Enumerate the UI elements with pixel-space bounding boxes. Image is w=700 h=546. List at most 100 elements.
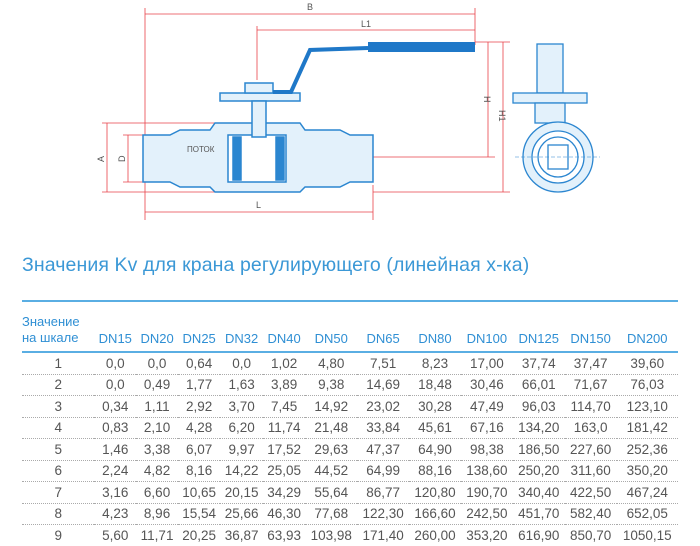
kv-cell: 98,38 [460,438,513,461]
kv-cell: 3,38 [136,438,178,461]
kv-cell: 6,07 [177,438,221,461]
column-header: DN50 [305,301,358,353]
kv-cell: 44,52 [305,460,358,482]
table-row: 7 3,16 6,60 10,65 20,15 34,29 55,64 86,77 120,80… [22,481,678,504]
scale-value-cell: 9 [54,527,62,543]
kv-cell: 0,0 [94,352,137,375]
column-header: DN125 [512,301,565,353]
kv-cell: 37,74 [512,352,565,375]
kv-cell: 616,90 [518,527,560,543]
kv-cell: 3,16 [94,481,137,504]
kv-cell: 3,70 [220,395,263,418]
kv-cell: 47,37 [357,438,410,461]
kv-cell: 114,70 [564,395,617,418]
kv-cell: 46,30 [262,503,306,525]
table-row: 6 2,24 4,82 8,16 14,22 25,05 44,52 64,99 88,16 13… [22,460,678,482]
kv-cell: 190,70 [460,481,513,504]
kv-cell: 1,46 [94,438,137,461]
kv-cell: 652,05 [616,503,678,525]
kv-cell: 18,48 [409,374,461,396]
kv-cell: 30,28 [409,395,461,418]
column-header: DN150 [564,301,617,353]
kv-cell: 7,45 [262,395,306,418]
scale-value-cell: 4 [22,417,95,439]
kv-cell: 850,70 [569,527,612,543]
scale-value-cell: 2 [22,374,95,396]
kv-cell: 10,65 [177,481,221,504]
column-header: DN200 [616,301,678,353]
dim-label-l: L [256,200,261,210]
kv-cell: 0,49 [136,374,178,396]
kv-cell: 33,84 [357,417,410,439]
column-header: DN80 [409,301,461,353]
kv-cell: 23,02 [357,395,410,418]
kv-cell: 8,16 [177,460,221,482]
kv-cell: 77,68 [305,503,358,525]
dim-label-b: B [307,2,313,12]
kv-cell: 582,40 [564,503,617,525]
scale-value-cell: 7 [22,481,95,504]
table-row: 5 1,46 3,38 6,07 9,97 17,52 29,63 47,37 64,90 98,… [22,438,678,461]
kv-cell: 242,50 [460,503,513,525]
kv-cell: 250,20 [512,460,565,482]
dim-label-d: D [117,155,127,162]
kv-cell: 64,90 [409,438,461,461]
kv-cell: 2,24 [94,460,137,482]
kv-cell: 66,01 [512,374,565,396]
kv-cell: 467,24 [616,481,678,504]
kv-cell: 350,20 [616,460,678,482]
kv-cell: 55,64 [305,481,358,504]
dimension-lines [102,8,510,220]
kv-cell: 2,92 [177,395,221,418]
table-row: 1 0,0 0,0 0,64 0,0 1,02 4,80 7,51 8,23 17,00 37,74… [22,352,678,375]
kv-cell: 45,61 [409,417,461,439]
column-header: DN32 [220,301,263,353]
kv-cell: 0,0 [94,374,137,396]
kv-table: Значение на шкале DN15 DN20 DN25 DN32 DN40 DN5… [22,300,678,546]
table-header-row: Значение на шкале DN15 DN20 DN25 DN32 DN40 DN5… [22,301,678,353]
kv-cell: 260,00 [414,527,456,543]
kv-cell: 2,10 [136,417,178,439]
kv-cell: 64,99 [357,460,410,482]
kv-cell: 14,69 [357,374,410,396]
kv-cell: 340,40 [512,481,565,504]
table-title: Значения Kv для крана регулирующего (лин… [22,254,530,276]
kv-cell: 8,96 [136,503,178,525]
kv-cell: 20,15 [220,481,263,504]
kv-cell: 11,71 [140,527,174,543]
kv-cell: 4,80 [305,352,358,375]
kv-cell: 252,36 [616,438,678,461]
kv-cell: 163,0 [564,417,617,439]
kv-cell: 4,28 [177,417,221,439]
kv-cell: 0,0 [136,352,178,375]
kv-cell: 37,47 [564,352,617,375]
flow-label: ПОТОК [187,145,215,154]
dim-label-h1: H1 [497,110,507,122]
column-header: DN40 [262,301,306,353]
kv-cell: 1,02 [262,352,306,375]
kv-cell: 9,97 [220,438,263,461]
kv-cell: 15,54 [177,503,221,525]
kv-cell: 63,93 [267,527,301,543]
kv-cell: 29,63 [305,438,358,461]
table-row: 2 0,0 0,49 1,77 1,63 3,89 9,38 14,69 18,48 30,46 6… [22,374,678,396]
kv-cell: 17,52 [262,438,306,461]
kv-cell: 3,89 [262,374,306,396]
kv-cell: 353,20 [466,527,508,543]
kv-cell: 166,60 [409,503,461,525]
kv-cell: 134,20 [512,417,565,439]
kv-cell: 9,38 [305,374,358,396]
kv-cell: 103,98 [310,527,352,543]
dim-label-l1: L1 [361,19,371,29]
kv-cell: 25,05 [262,460,306,482]
kv-cell: 67,16 [460,417,513,439]
scale-value-cell: 1 [22,352,95,375]
kv-cell: 11,74 [262,417,306,439]
scale-value-cell: 6 [22,460,95,482]
kv-cell: 71,67 [564,374,617,396]
kv-cell: 34,29 [262,481,306,504]
table-row: 9 5,60 11,71 20,25 36,87 63,93 103,98 171,40 260… [22,525,678,546]
column-header: DN100 [460,301,513,353]
kv-cell: 0,0 [220,352,263,375]
kv-cell: 4,82 [136,460,178,482]
